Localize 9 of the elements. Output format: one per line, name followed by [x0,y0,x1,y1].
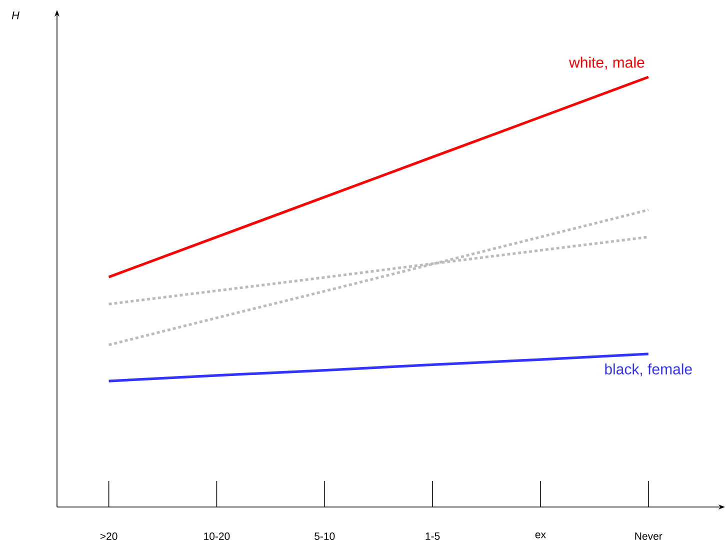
x-tick-label: >20 [100,532,118,540]
x-tick-label: 10-20 [204,532,230,540]
x-tick-label: Never [635,532,662,540]
x-tick-label: 5-10 [314,532,335,540]
x-tick-label: ex [535,532,546,538]
x-tick-label: 1-5 [426,532,440,540]
series-label: black, female [605,363,692,376]
text: H [12,12,20,20]
series-label: white, male [568,56,644,70]
